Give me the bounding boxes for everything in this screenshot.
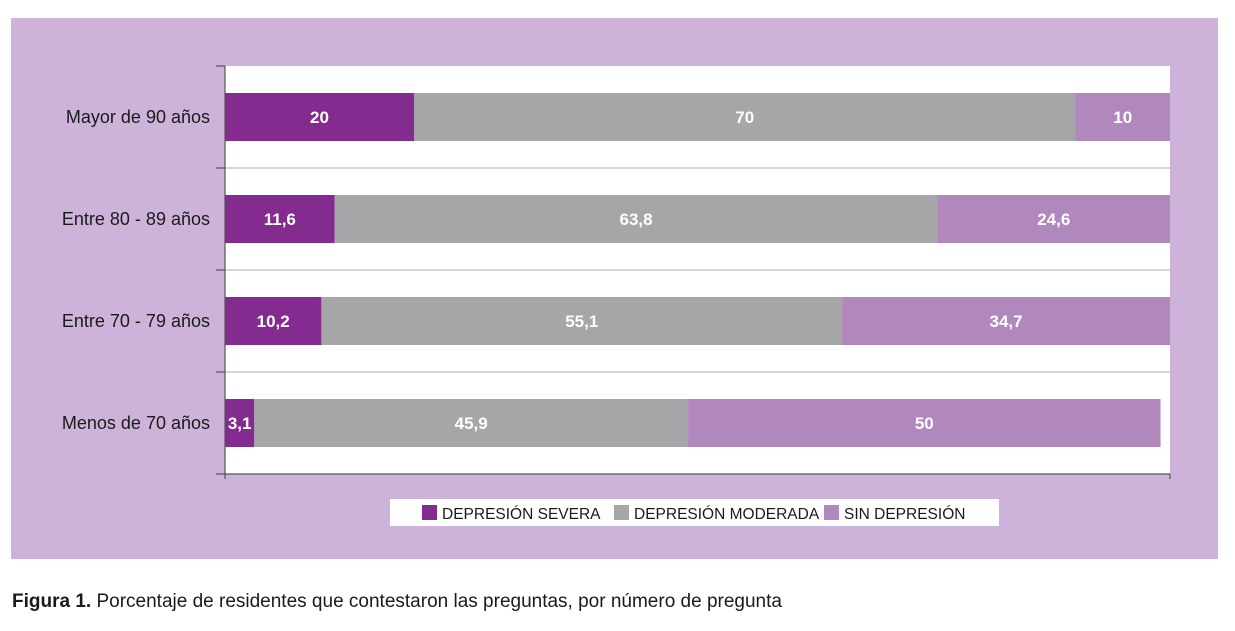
bar-segment	[254, 399, 689, 447]
chart-panel: 20 70 10 11,6 63,8 24,6 10,2 55,1 34,7 3,1 45,9 50 …	[11, 18, 1218, 559]
bar-value-label: 63,8	[620, 210, 653, 229]
category-label: Menos de 70 años	[62, 413, 210, 433]
legend-box	[390, 499, 999, 526]
bar-value-label: 10,2	[257, 312, 290, 331]
legend-label: DEPRESIÓN MODERADA	[634, 506, 820, 523]
bar-segment	[688, 399, 1161, 447]
bar-segment	[321, 297, 843, 345]
legend-swatch	[824, 505, 839, 520]
bar-segment	[937, 195, 1170, 243]
bar-segment	[414, 93, 1076, 141]
bar-segment	[842, 297, 1170, 345]
bar-value-label: 24,6	[1037, 210, 1070, 229]
bar-segment	[225, 297, 322, 345]
bar-segment	[225, 195, 335, 243]
bar-value-label: 3,1	[228, 414, 252, 433]
figure-caption: Figura 1. Porcentaje de residentes que c…	[12, 591, 782, 613]
bar-value-label: 34,7	[989, 312, 1022, 331]
category-label: Entre 70 - 79 años	[62, 311, 210, 331]
bar-value-label: 55,1	[565, 312, 598, 331]
bar-value-label: 50	[915, 414, 934, 433]
bar-segment	[334, 195, 938, 243]
legend-label: DEPRESIÓN SEVERA	[442, 506, 601, 523]
category-label: Mayor de 90 años	[66, 107, 210, 127]
caption-label: Figura 1.	[12, 591, 92, 612]
bar-segment	[1075, 93, 1170, 141]
category-label: Entre 80 - 89 años	[62, 209, 210, 229]
bar-value-label: 11,6	[264, 210, 296, 229]
legend-swatch	[614, 505, 629, 520]
legend-label: SIN DEPRESIÓN	[844, 506, 965, 523]
legend: DEPRESIÓN SEVERA DEPRESIÓN MODERADA SIN DE…	[390, 499, 999, 526]
legend-swatch	[422, 505, 437, 520]
caption-text: Porcentaje de residentes que contestaron…	[91, 591, 782, 612]
bar-segment	[225, 399, 255, 447]
bar-segment	[225, 93, 414, 141]
bar-value-label: 20	[310, 108, 329, 127]
bar-value-label: 70	[735, 108, 754, 127]
bar-value-label: 45,9	[455, 414, 488, 433]
bar-value-label: 10	[1113, 108, 1132, 127]
